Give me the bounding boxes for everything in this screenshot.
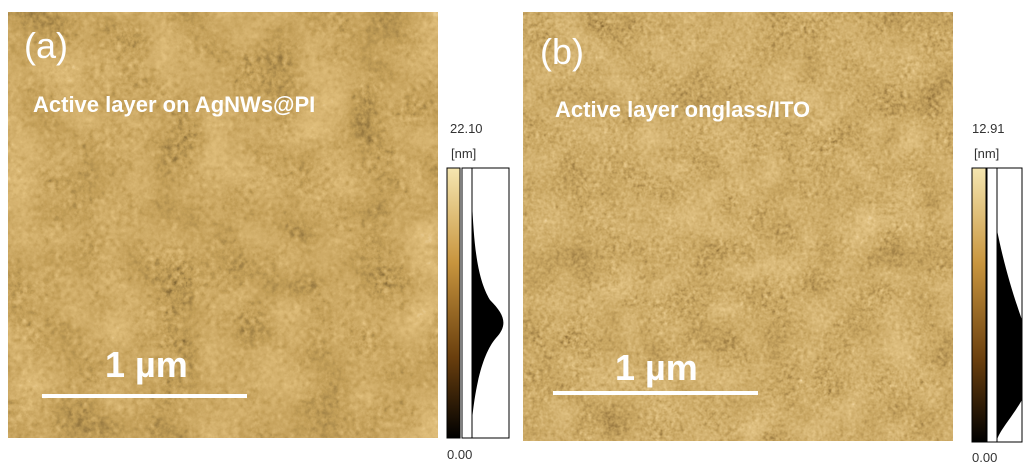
afm-image <box>523 12 953 441</box>
scale-bar-label: 1 µm <box>615 347 698 388</box>
panel-label: (a) <box>24 25 68 66</box>
caption: Active layer on AgNWs@PI <box>33 92 315 117</box>
colorbar <box>972 168 986 442</box>
afm-image <box>8 12 438 438</box>
colorbar <box>447 168 460 438</box>
colorbar-max: 12.91 <box>972 121 1005 136</box>
colorbar-unit: [nm] <box>974 146 999 161</box>
panel-b: (b) Active layer onglass/ITO 1 µm 12.91 … <box>523 12 1022 465</box>
colorbar-min: 0.00 <box>447 447 472 462</box>
colorbar-max: 22.10 <box>450 121 483 136</box>
caption: Active layer onglass/ITO <box>555 97 810 122</box>
colorbar-frame <box>987 168 997 442</box>
panel-label: (b) <box>540 31 584 72</box>
figure: (a) Active layer on AgNWs@PI 1 µm 22.10 … <box>0 0 1023 466</box>
scale-bar-label: 1 µm <box>105 344 188 385</box>
colorbar-min: 0.00 <box>972 450 997 465</box>
colorbar-frame <box>462 168 472 438</box>
colorbar-unit: [nm] <box>451 146 476 161</box>
panel-a: (a) Active layer on AgNWs@PI 1 µm 22.10 … <box>8 12 509 462</box>
